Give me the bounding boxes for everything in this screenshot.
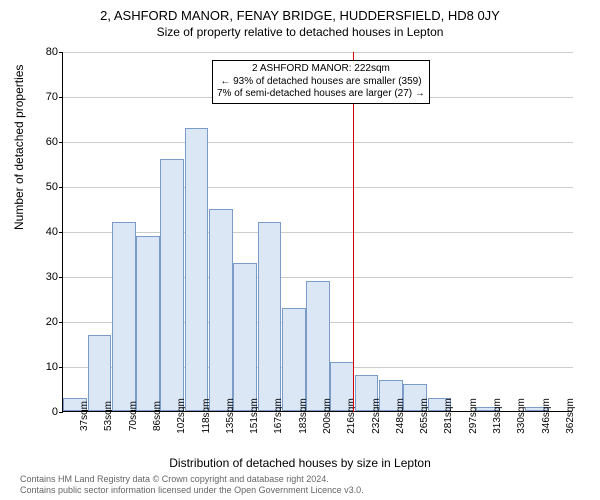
xtick-label: 330sqm bbox=[516, 398, 527, 434]
ytick-mark bbox=[59, 97, 63, 98]
ytick-mark bbox=[59, 232, 63, 233]
xtick-label: 313sqm bbox=[492, 398, 503, 434]
ytick-mark bbox=[59, 322, 63, 323]
histogram-bar bbox=[233, 263, 257, 412]
histogram-bar bbox=[136, 236, 160, 412]
histogram-bar bbox=[306, 281, 330, 412]
chart-container: 2, ASHFORD MANOR, FENAY BRIDGE, HUDDERSF… bbox=[0, 0, 600, 500]
ytick-mark bbox=[59, 412, 63, 413]
histogram-bar bbox=[209, 209, 233, 412]
histogram-bar bbox=[185, 128, 209, 412]
footer-line-1: Contains HM Land Registry data © Crown c… bbox=[20, 474, 364, 485]
histogram-bar bbox=[282, 308, 306, 412]
histogram-bar bbox=[160, 159, 184, 411]
histogram-bar bbox=[258, 222, 282, 411]
xtick-label: 281sqm bbox=[443, 398, 454, 434]
ytick-label: 50 bbox=[28, 181, 58, 193]
main-title: 2, ASHFORD MANOR, FENAY BRIDGE, HUDDERSF… bbox=[0, 0, 600, 23]
chart-area: 0102030405060708037sqm53sqm70sqm86sqm102… bbox=[62, 52, 572, 412]
ytick-mark bbox=[59, 187, 63, 188]
xtick-label: 346sqm bbox=[541, 398, 552, 434]
xtick-label: 362sqm bbox=[565, 398, 576, 434]
grid-line bbox=[63, 232, 573, 233]
ytick-mark bbox=[59, 142, 63, 143]
annotation-line-1: 2 ASHFORD MANOR: 222sqm bbox=[217, 63, 425, 76]
x-axis-label: Distribution of detached houses by size … bbox=[0, 456, 600, 470]
ytick-label: 80 bbox=[28, 46, 58, 58]
reference-line bbox=[353, 52, 354, 412]
ytick-label: 20 bbox=[28, 316, 58, 328]
ytick-label: 0 bbox=[28, 406, 58, 418]
sub-title: Size of property relative to detached ho… bbox=[0, 23, 600, 39]
grid-line bbox=[63, 52, 573, 53]
annotation-line-2: ← 93% of detached houses are smaller (35… bbox=[217, 76, 425, 89]
ytick-label: 70 bbox=[28, 91, 58, 103]
annotation-box: 2 ASHFORD MANOR: 222sqm ← 93% of detache… bbox=[212, 60, 430, 104]
plot-region: 0102030405060708037sqm53sqm70sqm86sqm102… bbox=[62, 52, 572, 412]
ytick-mark bbox=[59, 277, 63, 278]
ytick-label: 30 bbox=[28, 271, 58, 283]
histogram-bar bbox=[112, 222, 136, 411]
grid-line bbox=[63, 187, 573, 188]
annotation-line-3: 7% of semi-detached houses are larger (2… bbox=[217, 88, 425, 101]
histogram-bar bbox=[88, 335, 112, 412]
grid-line bbox=[63, 142, 573, 143]
footer-line-2: Contains public sector information licen… bbox=[20, 485, 364, 496]
ytick-label: 60 bbox=[28, 136, 58, 148]
ytick-mark bbox=[59, 52, 63, 53]
footer-attribution: Contains HM Land Registry data © Crown c… bbox=[20, 474, 364, 496]
ytick-mark bbox=[59, 367, 63, 368]
ytick-label: 40 bbox=[28, 226, 58, 238]
y-axis-label: Number of detached properties bbox=[12, 65, 26, 230]
ytick-label: 10 bbox=[28, 361, 58, 373]
xtick-label: 297sqm bbox=[468, 398, 479, 434]
